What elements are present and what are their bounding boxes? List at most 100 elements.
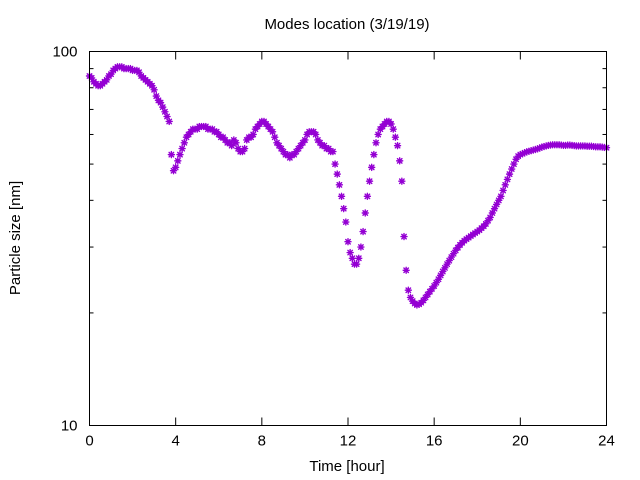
data-point [512, 155, 520, 163]
data-point [419, 296, 428, 305]
data-point [339, 204, 348, 213]
data-point [174, 157, 182, 165]
data-point [344, 238, 352, 246]
x-tick-label: 12 [340, 433, 357, 450]
data-point [135, 68, 143, 76]
data-point [533, 145, 542, 153]
x-axis-label: Time [hour] [309, 458, 384, 475]
data-point [443, 260, 451, 268]
x-tick-label: 4 [171, 433, 179, 450]
data-point [441, 264, 449, 272]
data-point [447, 253, 456, 261]
plot-frame [89, 51, 607, 426]
data-point [396, 157, 404, 165]
data-point [178, 144, 186, 153]
data-point [290, 150, 298, 159]
data-point [361, 209, 369, 217]
data-point [249, 130, 257, 139]
data-point [492, 200, 501, 209]
x-tick-label: 24 [598, 433, 615, 450]
data-point [232, 139, 240, 147]
data-point [227, 141, 236, 150]
data-point [348, 254, 357, 262]
data-point [311, 130, 320, 139]
data-point [238, 147, 247, 156]
data-point [536, 144, 544, 152]
chart-title: Modes location (3/19/19) [264, 16, 429, 33]
data-point [402, 266, 410, 274]
data-point [283, 150, 292, 159]
data-point [439, 267, 447, 276]
data-point [436, 271, 445, 280]
y-tick-label: 10 [61, 418, 78, 435]
data-point [404, 286, 413, 294]
data-point [488, 209, 497, 217]
data-point [449, 249, 458, 258]
data-point [180, 139, 188, 147]
data-point [234, 144, 242, 153]
data-point [508, 165, 516, 173]
data-point [499, 186, 507, 195]
data-point [152, 92, 160, 100]
data-point [400, 232, 408, 241]
data-point [240, 144, 249, 153]
data-point [150, 86, 158, 94]
data-point [505, 170, 514, 178]
data-point [324, 144, 333, 153]
data-point [342, 218, 350, 226]
data-point [486, 213, 494, 222]
data-point [406, 293, 415, 302]
data-point [268, 128, 277, 136]
data-point [391, 133, 400, 141]
axis-tick-labels: 0 4 8 12 16 20 24 10 100 [52, 44, 614, 450]
data-point [520, 149, 529, 157]
data-point [161, 108, 169, 116]
data-point [501, 181, 509, 189]
data-point [503, 175, 512, 184]
data-point [87, 74, 96, 82]
data-point [271, 133, 279, 141]
data-point [103, 76, 111, 84]
x-tick-label: 16 [426, 433, 443, 450]
x-tick-label: 0 [85, 433, 93, 450]
data-point [331, 160, 339, 168]
x-tick-label: 20 [512, 433, 529, 450]
data-point [107, 70, 115, 78]
data-point [430, 282, 438, 290]
data-point [169, 167, 178, 175]
data-point [389, 125, 397, 133]
data-point [165, 117, 173, 126]
data-point [510, 160, 518, 168]
data-points [85, 63, 611, 309]
data-point [387, 120, 395, 128]
data-point [159, 103, 167, 111]
data-point [482, 220, 490, 228]
data-point [434, 275, 443, 283]
data-point [176, 150, 184, 159]
data-point [497, 192, 505, 201]
data-point [490, 204, 499, 213]
data-point [484, 216, 492, 225]
data-point [335, 181, 344, 189]
y-axis-label: Particle size [nm] [7, 181, 24, 295]
data-point [279, 147, 288, 156]
data-point [363, 192, 372, 201]
data-point [148, 82, 156, 90]
data-point [367, 163, 376, 172]
data-point [156, 98, 165, 107]
data-point [286, 154, 294, 162]
data-point [413, 301, 421, 309]
data-point [337, 192, 346, 201]
data-point [495, 196, 503, 205]
data-point [352, 260, 361, 268]
data-point [374, 130, 382, 139]
data-point [372, 139, 380, 147]
data-point [355, 254, 363, 262]
data-point [292, 147, 300, 156]
y-tick-label: 100 [52, 44, 77, 61]
data-point [398, 177, 406, 185]
data-point [277, 144, 285, 153]
data-point [167, 150, 176, 159]
